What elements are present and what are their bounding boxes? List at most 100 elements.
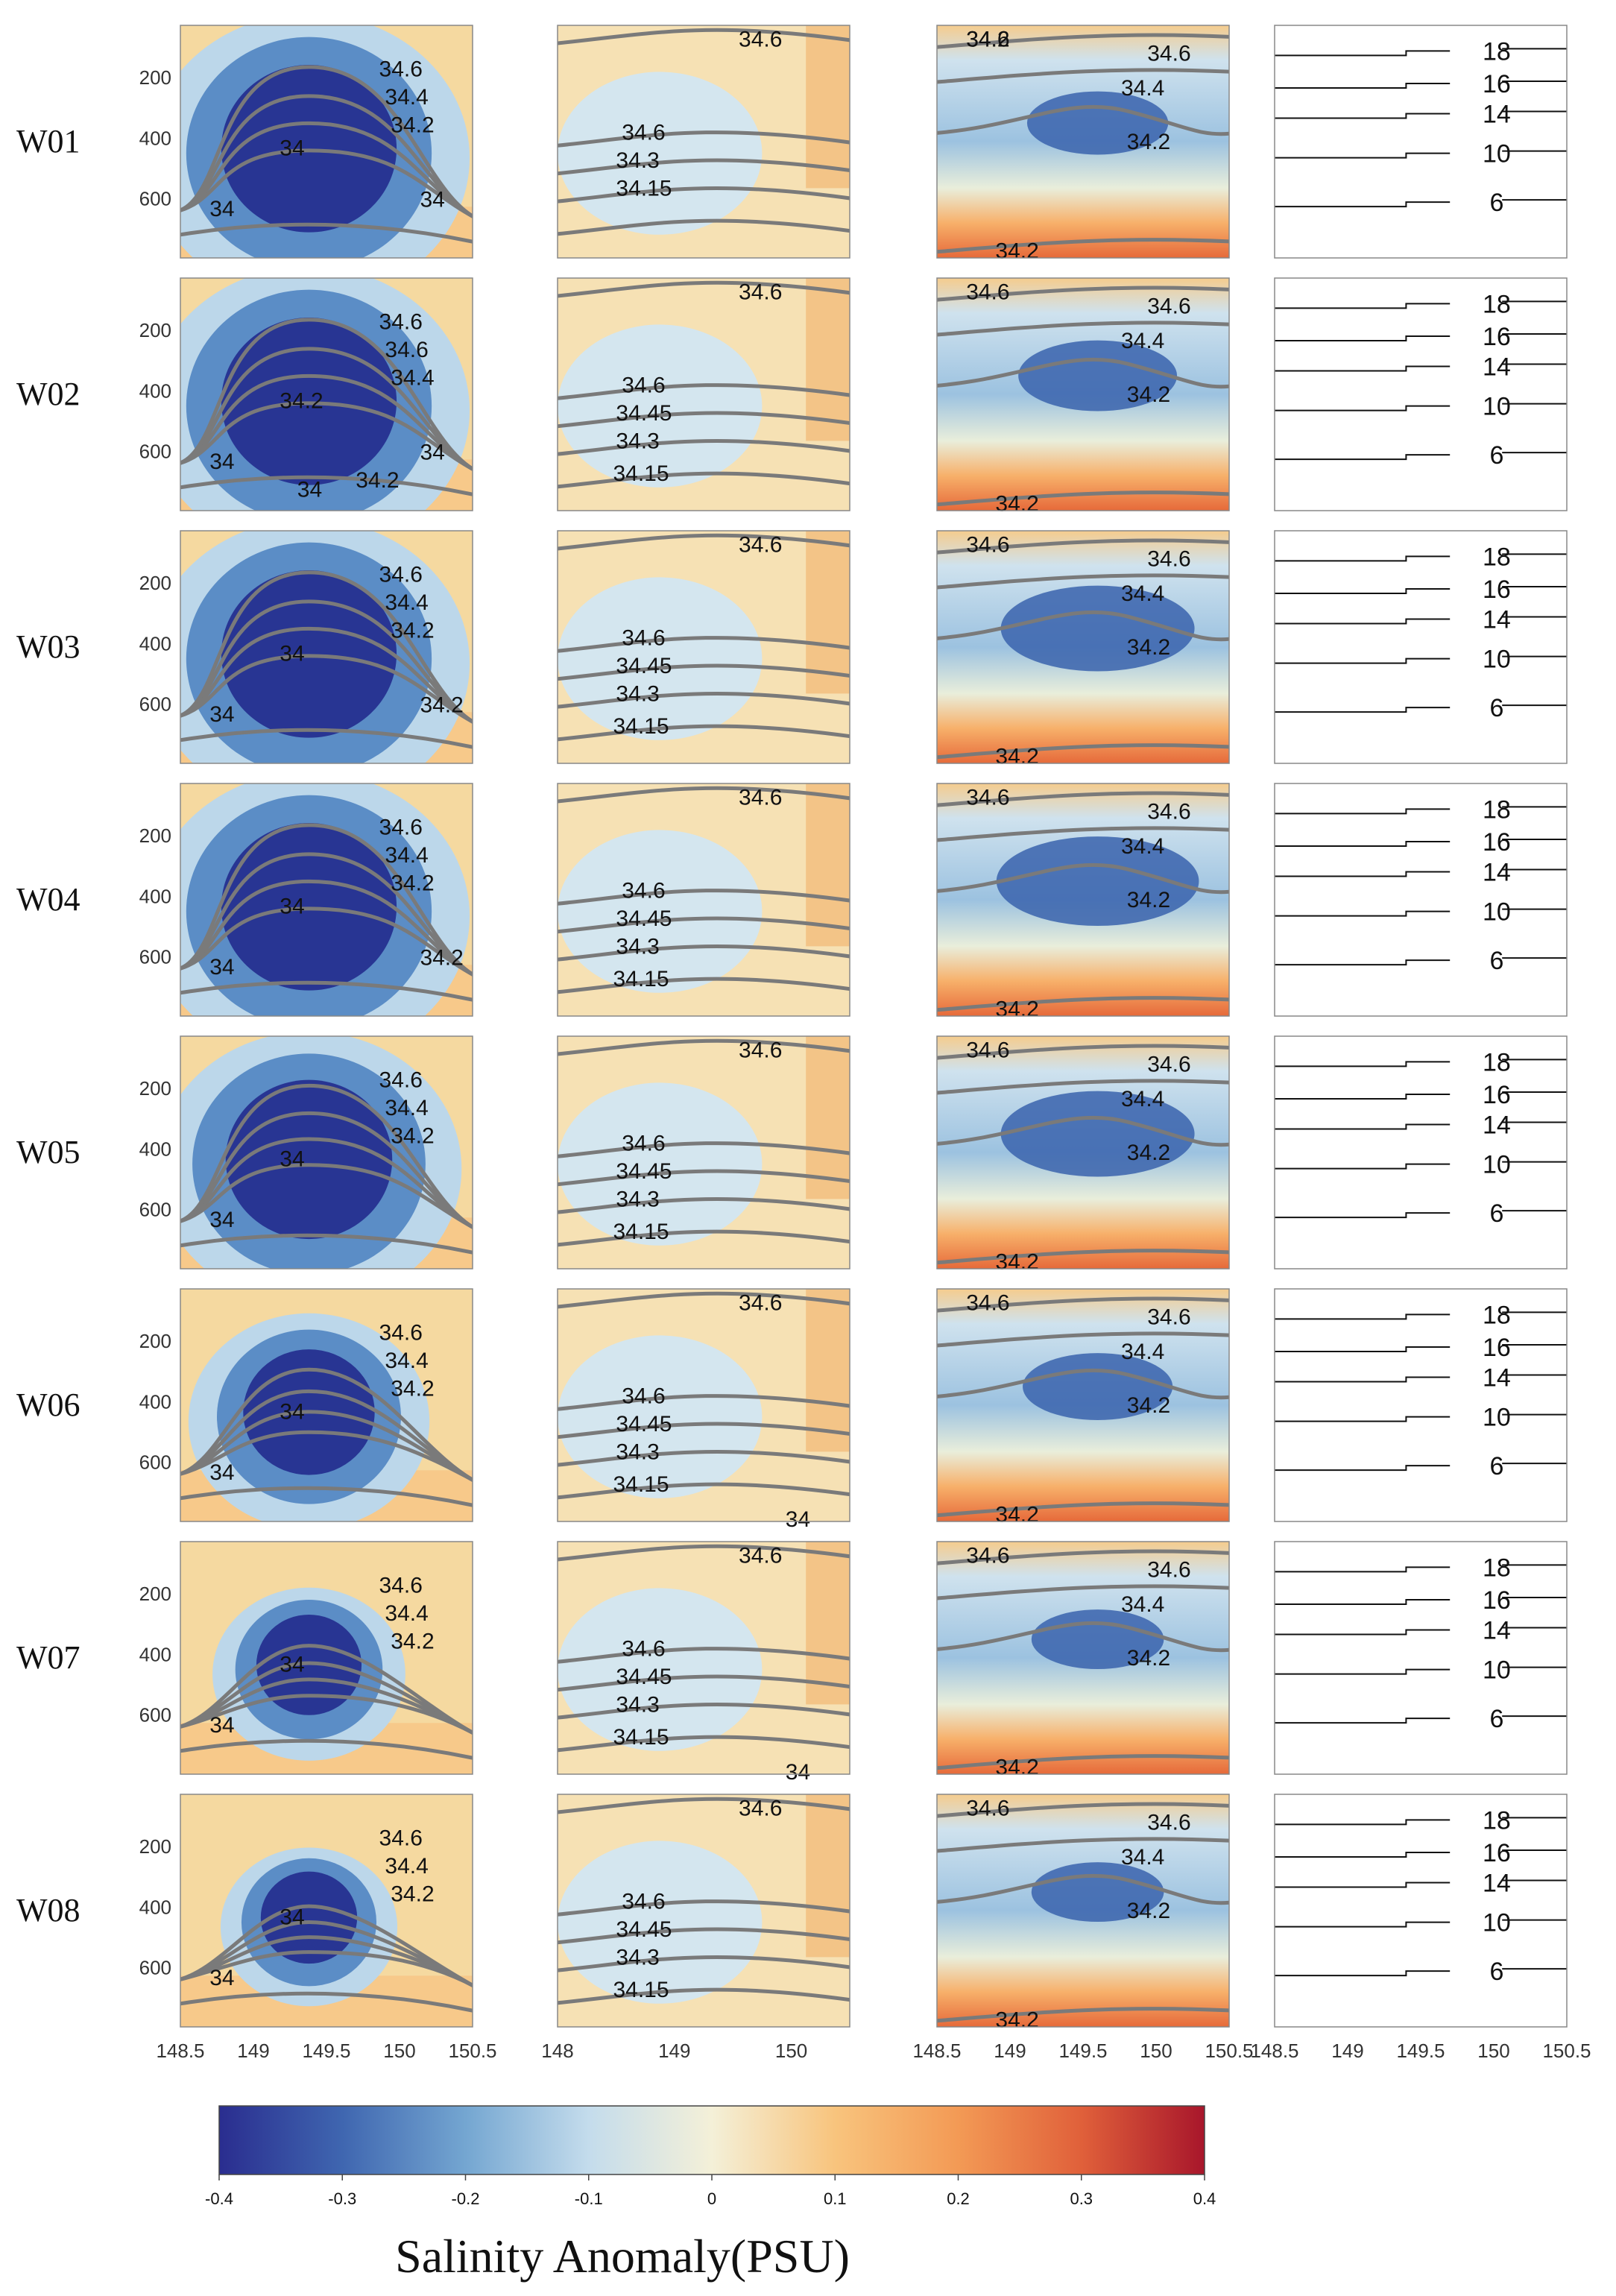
panel-w05-col3: 34.6 34.6 34.4 34.2 34.2 — [936, 1035, 1230, 1275]
salinity-contour — [937, 286, 1229, 302]
row-w06: W06 200 400 600 34.6 34.4 34.2 34 34 34.6 34.6 34.4… — [16, 1288, 1568, 1532]
salinity-contour — [558, 438, 850, 456]
contour-label: 34.6 — [966, 28, 1009, 52]
salinity-contour — [937, 1044, 1229, 1060]
salinity-contour — [937, 238, 1229, 254]
isotherm-label-bg — [1450, 353, 1503, 379]
panel-frame — [936, 25, 1230, 259]
contour-label: 34.6 — [622, 626, 665, 651]
isotherm-label-bg — [1450, 605, 1503, 631]
contour-label: 34.15 — [613, 967, 669, 991]
contour-label: 34.6 — [1147, 546, 1190, 571]
colorbar-tick-label: 0.3 — [1070, 2189, 1093, 2208]
salinity-contour — [937, 1837, 1229, 1853]
isotherm-label: 6 — [1489, 441, 1503, 470]
y-tick-label: 400 — [139, 885, 171, 907]
salinity-contour — [180, 1137, 473, 1229]
contour-label: 34.2 — [1127, 1141, 1170, 1165]
salinity-contour — [558, 280, 850, 298]
isotherm-label: 18 — [1483, 37, 1511, 66]
salinity-contour — [558, 916, 850, 934]
contour-label: 34.6 — [379, 816, 423, 840]
salinity-contour — [937, 1584, 1229, 1600]
isotherm-label: 10 — [1483, 140, 1511, 168]
isotherm-label-bg — [1450, 139, 1503, 165]
panel-w05-col1: 34.6 34.4 34.2 34 34 — [180, 1035, 473, 1270]
salinity-contour — [558, 1927, 850, 1945]
salinity-contour — [937, 104, 1229, 136]
salinity-contour — [180, 906, 473, 977]
isotherm-label-bg — [1450, 100, 1503, 126]
salinity-contour — [937, 1549, 1229, 1565]
salinity-contour — [937, 1079, 1229, 1095]
salinity-contour — [937, 862, 1229, 895]
y-tick-label: 400 — [139, 379, 171, 402]
contour-label: 34.6 — [1147, 294, 1190, 318]
contour-label: 34.2 — [995, 997, 1038, 1022]
panel-frame — [936, 1794, 1230, 2028]
salinity-contour — [180, 1410, 473, 1483]
contour-label: 34.6 — [739, 786, 782, 810]
salinity-contour — [558, 28, 850, 45]
colorbar-tick-label: 0 — [707, 2189, 716, 2208]
panel-frame — [936, 1288, 1230, 1522]
x-axes: 148.5 149 149.5 150 150.5 148 149 150 148.5 149 14… — [156, 2040, 1591, 2062]
contour-label: 34.2 — [420, 945, 463, 970]
contour-label: 34.2 — [280, 389, 323, 414]
panel-w04-col3: 34.6 34.6 34.4 34.2 34.2 — [936, 783, 1230, 1022]
y-tick-label: 200 — [139, 572, 171, 594]
contour-label: 34.2 — [1127, 635, 1170, 660]
contour-label: 34 — [420, 187, 444, 212]
y-tick-label: 400 — [139, 127, 171, 149]
panel-w01-col3: 34.6 34.6 34.4 34.2 34.2 34.2 — [936, 25, 1230, 264]
isotherm-label: 6 — [1489, 694, 1503, 722]
salinity-contour — [180, 1389, 473, 1482]
panel-w08-col1: 34.6 34.4 34.2 34 34 — [180, 1794, 473, 2028]
isotherm-label-bg — [1450, 1111, 1503, 1137]
x-tick-label: 150 — [775, 2040, 807, 2062]
salinity-contour — [180, 1677, 473, 1735]
contour-label: 34.2 — [356, 468, 399, 493]
contour-label: 34.3 — [616, 429, 659, 453]
salinity-contour — [937, 1621, 1229, 1653]
isotherm-label: 16 — [1483, 828, 1511, 857]
isotherm-label: 16 — [1483, 1839, 1511, 1867]
salinity-contour — [937, 1802, 1229, 1818]
contour-label: 34.6 — [739, 533, 782, 558]
salinity-contour — [937, 1501, 1229, 1518]
contour-label: 34.3 — [616, 148, 659, 173]
contour-label: 34.6 — [622, 373, 665, 398]
salinity-contour — [937, 791, 1229, 807]
eddy-core — [1018, 340, 1178, 411]
isotherm-label-bg — [1450, 392, 1503, 418]
salinity-contour — [180, 1661, 473, 1735]
salinity-contour — [558, 186, 850, 204]
isotherm-label-bg — [1450, 1048, 1503, 1074]
contour-label: 34.6 — [379, 563, 423, 587]
contour-label: 34 — [209, 702, 234, 727]
isotherm-label-bg — [1450, 1656, 1503, 1682]
salinity-contour — [558, 944, 850, 962]
isotherm-label-bg — [1450, 323, 1503, 348]
salinity-contour — [558, 471, 850, 489]
isotherm-label: 18 — [1483, 795, 1511, 824]
contour-label: 34 — [280, 1147, 304, 1172]
panel-w07-col2: 34.6 34.6 34.45 34.3 34.15 34 — [557, 1541, 850, 1785]
isotherm-label: 10 — [1483, 898, 1511, 927]
contour-label: 34.4 — [1121, 76, 1164, 101]
contour-label: 34.6 — [379, 1826, 423, 1851]
contour-label: 34.2 — [391, 1630, 434, 1654]
row-w07: W07 200 400 600 34.6 34.4 34.2 34 34 34.6 34.6 34.4… — [16, 1541, 1568, 1785]
salinity-contour — [558, 786, 850, 804]
contour-label: 34.3 — [616, 1187, 659, 1211]
panel-frame — [180, 277, 473, 511]
contour-label: 34.15 — [613, 1472, 669, 1497]
salinity-contour — [180, 318, 473, 471]
isotherm-label-bg — [1450, 1363, 1503, 1390]
panel-w06-col3: 34.6 34.6 34.4 34.2 34.2 — [936, 1288, 1230, 1527]
cool-patch — [558, 72, 763, 235]
salinity-contour — [558, 1702, 850, 1720]
contour-label: 34.6 — [622, 1890, 665, 1914]
